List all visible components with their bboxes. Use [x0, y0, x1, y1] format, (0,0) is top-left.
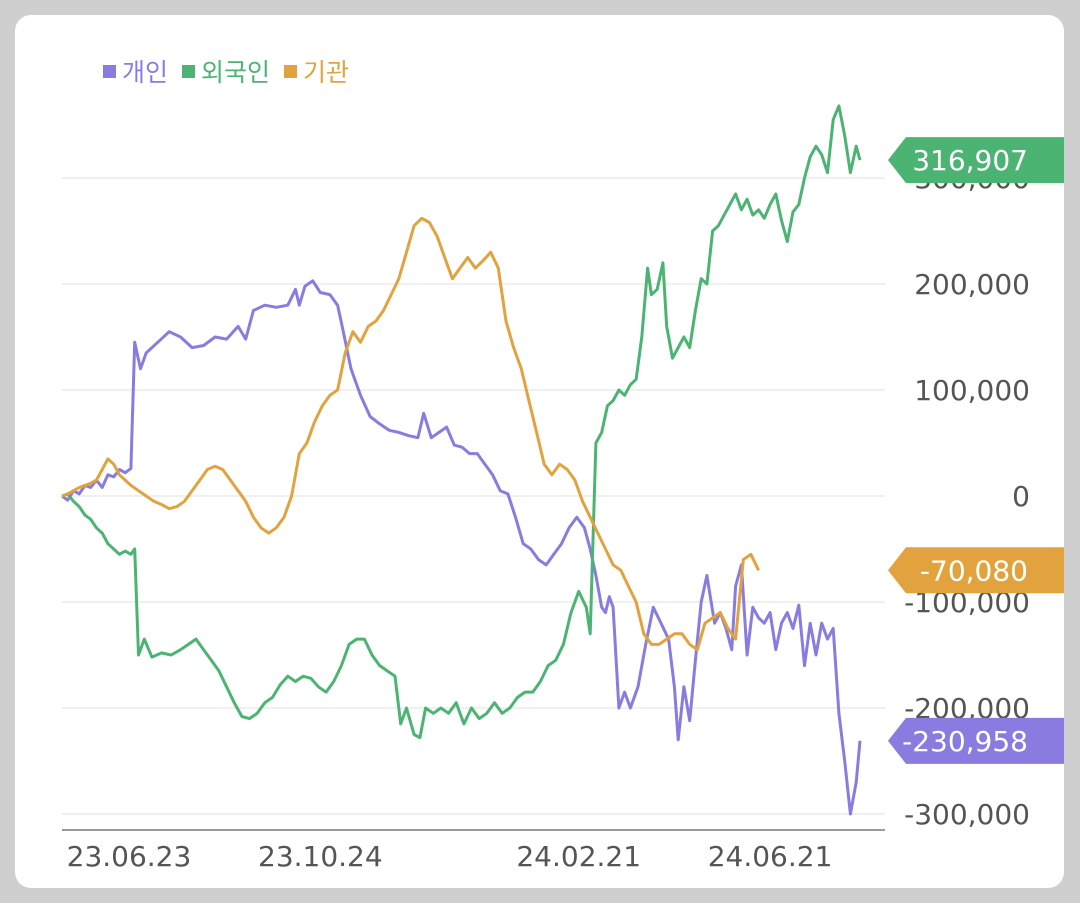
legend-item[interactable]: 개인 [103, 53, 168, 89]
value-tag [888, 717, 1064, 764]
y-tick-label: 200,000 [914, 268, 1030, 301]
gridlines [62, 177, 885, 815]
legend-label: 개인 [122, 58, 169, 87]
x-tick-label: 24.02.21 [516, 840, 641, 873]
legend-swatch [103, 64, 116, 78]
legend-label: 외국인 [201, 58, 271, 87]
series-line [61, 279, 862, 816]
x-tick-labels: 23.06.23 23.10.24 24.02.21 24.06.21 [67, 840, 833, 873]
y-tick-label: 0 [1012, 480, 1030, 513]
legend-swatch [182, 64, 196, 78]
value-tags: -230,958 316,907 -70,080 [888, 137, 1064, 764]
value-tag-label: -230,958 [902, 725, 1028, 758]
x-tick-label: 23.06.23 [67, 840, 192, 873]
line-chart: 300,000200,000100,0000-100,000-200,000-3… [61, 104, 1064, 873]
legend-label: 기관 [303, 58, 350, 87]
y-tick-label: -300,000 [904, 798, 1030, 831]
x-tick-label: 23.10.24 [258, 840, 383, 873]
x-tick-label: 24.06.21 [708, 840, 833, 873]
series-line [61, 104, 862, 740]
y-tick-label: 100,000 [914, 374, 1030, 407]
legend-item[interactable]: 기관 [284, 53, 349, 89]
value-tag-label: 316,907 [912, 144, 1028, 177]
value-tag-label: -70,080 [920, 554, 1028, 587]
legend: 개인 외국인 기관 [103, 53, 349, 89]
series-lines [61, 104, 862, 816]
legend-item[interactable]: 외국인 [182, 53, 270, 89]
value-tag [888, 137, 1064, 184]
legend-swatch [284, 64, 298, 78]
series-line [61, 216, 760, 652]
value-tag [888, 547, 1064, 594]
